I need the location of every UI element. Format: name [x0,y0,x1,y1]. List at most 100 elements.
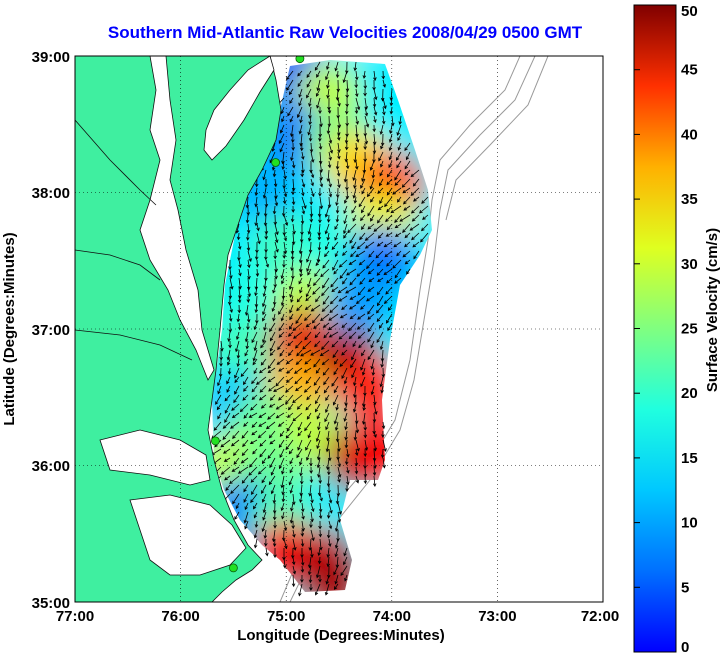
velocity-vector [253,502,258,510]
velocity-vector [228,340,232,349]
velocity-vector [344,574,348,582]
velocity-vector [279,349,285,357]
velocity-vector [335,493,340,505]
velocity-vector [360,358,366,371]
velocity-vector [345,160,350,170]
velocity-vector [327,196,332,209]
velocity-vector [288,88,294,96]
velocity-vector [242,439,249,448]
velocity-vector [334,358,339,365]
velocity-vector [251,484,258,496]
velocity-vector [349,313,357,320]
velocity-vector [310,169,315,179]
velocity-vector [245,214,250,224]
velocity-vector [225,484,231,491]
velocity-vector [386,178,393,186]
velocity-vector [322,295,330,305]
velocity-vector [341,349,348,356]
radar-stations [210,56,305,573]
velocity-vector [367,313,375,320]
y-tick-label: 39:00 [32,49,70,66]
velocity-vector [234,511,240,520]
velocity-vector [244,304,249,316]
velocity-vector [355,439,360,452]
velocity-vector [386,187,393,196]
velocity-vector [239,403,249,413]
velocity-vector [305,439,312,451]
x-axis: 77:00 76:00 75:00 74:00 73:00 72:00 Long… [56,608,619,644]
velocity-vector [281,484,285,496]
velocity-vector [328,187,333,198]
velocity-vector [254,196,258,208]
velocity-vector [373,430,377,438]
velocity-vector [281,160,285,171]
velocity-vector [361,205,366,214]
velocity-vector [358,259,366,266]
velocity-vector [344,142,349,151]
velocity-vector [304,304,312,311]
velocity-vector [344,457,349,466]
x-tick-label: 73:00 [478,608,516,625]
velocity-vector [299,268,303,278]
velocity-vector [229,277,234,290]
velocity-vector [399,214,411,222]
velocity-vector [373,106,378,116]
velocity-vector [316,565,321,579]
velocity-vector [282,250,286,259]
velocity-vector [363,430,368,439]
velocity-vector [404,169,411,176]
velocity-vector [283,241,288,255]
velocity-vector [300,529,305,537]
velocity-vector [267,358,276,370]
velocity-vector [218,367,223,378]
velocity-vector [254,304,259,314]
velocity-vector [362,412,366,425]
velocity-vector [328,313,339,321]
colorbar-tick-label: 45 [681,62,698,79]
velocity-vector [213,421,222,431]
velocity-vector [277,340,285,351]
velocity-vector [328,538,332,548]
velocity-vector [328,151,332,161]
velocity-vector [331,376,339,387]
velocity-vector [267,367,276,374]
velocity-vector [363,448,367,458]
velocity-vector [263,322,267,331]
velocity-vector [262,187,267,199]
velocity-vector [273,521,277,529]
x-tick-label: 72:00 [581,608,619,625]
velocity-vector [296,304,303,312]
velocity-vector [314,583,321,596]
velocity-vector [325,241,330,251]
velocity-vector [342,340,348,348]
velocity-vector [325,439,330,453]
velocity-vector [292,223,296,235]
velocity-vector [236,313,241,323]
velocity-vector [278,457,285,470]
velocity-vector [276,358,285,365]
velocity-vector [364,115,370,128]
velocity-vector [247,268,251,280]
velocity-vector [376,331,384,344]
velocity-vector [316,97,321,109]
velocity-vector [254,250,259,261]
velocity-vector [344,421,348,431]
velocity-vector [261,475,267,484]
velocity-vector [282,196,287,205]
velocity-vector [291,574,296,588]
velocity-vector [259,448,267,458]
velocity-vector [314,331,321,339]
velocity-vector [237,241,242,250]
velocity-vector [338,331,348,340]
y-axis: 39:00 38:00 37:00 36:00 35:00 Latitude (… [1,49,70,612]
velocity-vector [309,583,313,591]
velocity-vector [224,394,231,402]
velocity-vector [301,151,305,160]
velocity-vector [289,97,294,104]
velocity-vector [252,358,258,366]
velocity-vector [254,520,259,528]
velocity-vector [223,457,231,462]
velocity-vector [367,331,375,343]
map-title: Southern Mid-Atlantic Raw Velocities 200… [108,23,583,42]
velocity-vector [237,304,242,314]
